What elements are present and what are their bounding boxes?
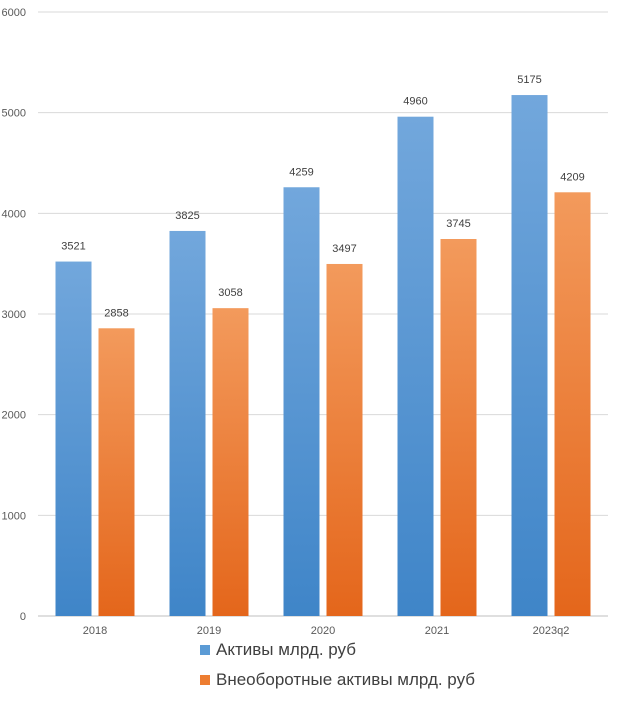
data-label-2019-series-0: 3825 xyxy=(175,210,199,222)
data-label-2020-series-0: 4259 xyxy=(289,166,313,178)
bar-2020-series-1 xyxy=(326,263,363,616)
y-tick-label-1000: 1000 xyxy=(2,510,26,522)
data-labels: 3521 2858 3825 3058 4259 3497 4960 3745 5175 4209 xyxy=(61,74,584,319)
y-axis: 0 1000 2000 3000 4000 5000 6000 xyxy=(2,7,26,623)
legend-swatch-assets xyxy=(200,645,210,655)
data-label-2020-series-1: 3497 xyxy=(332,243,356,255)
x-tick-label-2018: 2018 xyxy=(83,625,107,637)
x-tick-label-2019: 2019 xyxy=(197,625,221,637)
legend-label-noncurrent-assets: Внеоборотные активы млрд. руб xyxy=(216,670,476,689)
bar-2023q2-series-1 xyxy=(554,192,591,616)
y-tick-label-0: 0 xyxy=(20,611,26,623)
bar-2019-series-0 xyxy=(169,230,206,616)
legend-label-assets: Активы млрд. руб xyxy=(216,640,356,659)
data-label-2018-series-1: 2858 xyxy=(104,307,128,319)
legend-item-noncurrent-assets: Внеоборотные активы млрд. руб xyxy=(200,666,620,694)
bars xyxy=(55,95,591,617)
x-axis: 2018 2019 2020 2021 2023q2 xyxy=(83,625,570,637)
y-tick-label-2000: 2000 xyxy=(2,410,26,422)
data-label-2021-series-1: 3745 xyxy=(446,218,470,230)
bar-2020-series-0 xyxy=(283,187,320,616)
x-tick-label-2020: 2020 xyxy=(311,625,335,637)
bar-2019-series-1 xyxy=(212,308,249,616)
y-tick-label-4000: 4000 xyxy=(2,208,26,220)
y-tick-label-6000: 6000 xyxy=(2,7,26,19)
legend-item-assets: Активы млрд. руб xyxy=(200,636,620,664)
x-tick-label-2021: 2021 xyxy=(425,625,449,637)
y-tick-label-5000: 5000 xyxy=(2,108,26,120)
data-label-2023q2-series-1: 4209 xyxy=(560,171,584,183)
y-tick-label-3000: 3000 xyxy=(2,309,26,321)
legend-swatch-noncurrent-assets xyxy=(200,675,210,685)
bar-2021-series-0 xyxy=(397,116,434,617)
data-label-2018-series-0: 3521 xyxy=(61,241,85,253)
bar-2021-series-1 xyxy=(440,239,477,616)
bar-2018-series-0 xyxy=(55,261,92,616)
legend: Активы млрд. руб Внеоборотные активы млр… xyxy=(200,636,620,696)
bar-2023q2-series-0 xyxy=(511,95,548,617)
bar-chart: 0 1000 2000 3000 4000 5000 6000 3521 2858 3825 30… xyxy=(2,7,608,637)
data-label-2019-series-1: 3058 xyxy=(218,287,242,299)
data-label-2021-series-0: 4960 xyxy=(403,96,427,108)
data-label-2023q2-series-0: 5175 xyxy=(517,74,541,86)
x-tick-label-2023q2: 2023q2 xyxy=(533,625,570,637)
bar-2018-series-1 xyxy=(98,328,135,616)
